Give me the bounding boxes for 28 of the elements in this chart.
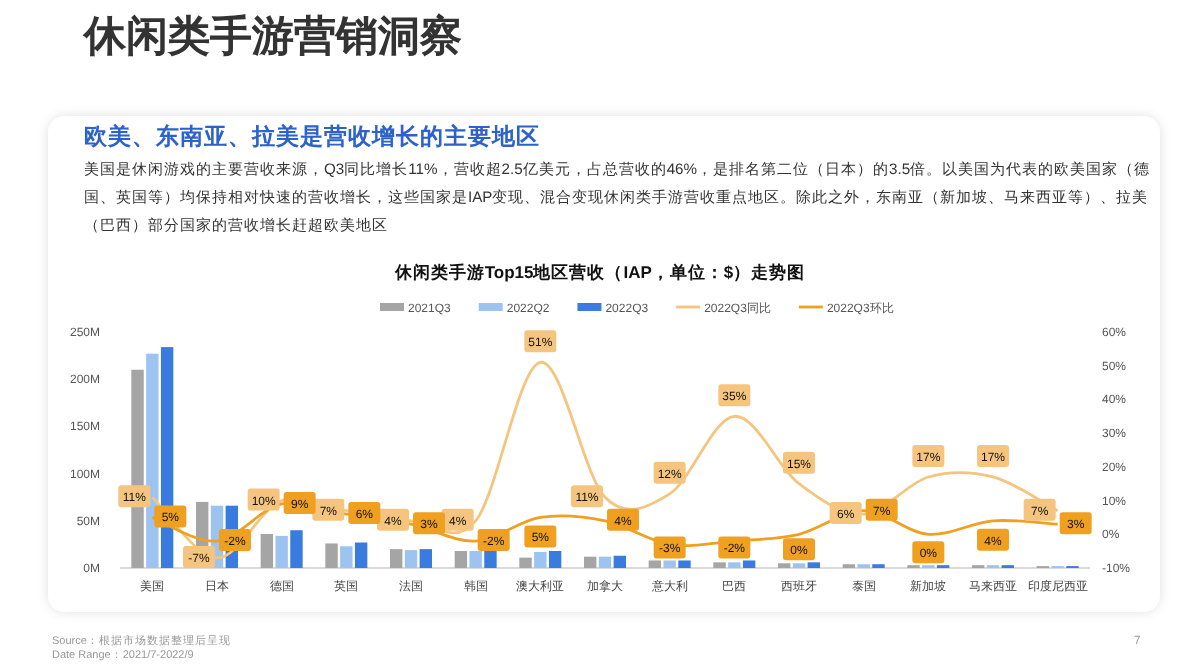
bar <box>598 556 612 568</box>
bar <box>742 560 756 568</box>
bar <box>354 542 368 568</box>
bar <box>584 556 597 568</box>
bar <box>728 562 741 568</box>
bar <box>260 534 274 568</box>
bar <box>275 535 288 568</box>
bar <box>519 557 532 568</box>
bar <box>663 560 676 568</box>
bar <box>534 551 547 568</box>
bar <box>325 543 338 568</box>
bar <box>419 549 432 568</box>
bar <box>713 562 726 568</box>
bar <box>454 551 468 568</box>
bar <box>469 551 482 568</box>
bar <box>290 530 303 568</box>
text: 休闲类手游Top15地区营收（IAP，单位：$）走势图 <box>392 262 806 282</box>
bar <box>678 560 691 568</box>
bar <box>648 560 662 568</box>
bar <box>613 555 626 568</box>
bar <box>548 551 562 568</box>
bar <box>807 562 820 568</box>
bar <box>146 353 159 568</box>
bar <box>340 546 353 568</box>
chart-subtitle: 欧美、东南亚、拉美是营收增长的主要地区 <box>84 122 540 152</box>
bar <box>404 550 418 568</box>
bar <box>390 549 403 568</box>
chart-title: 休闲类手游营销洞察 <box>84 11 462 64</box>
